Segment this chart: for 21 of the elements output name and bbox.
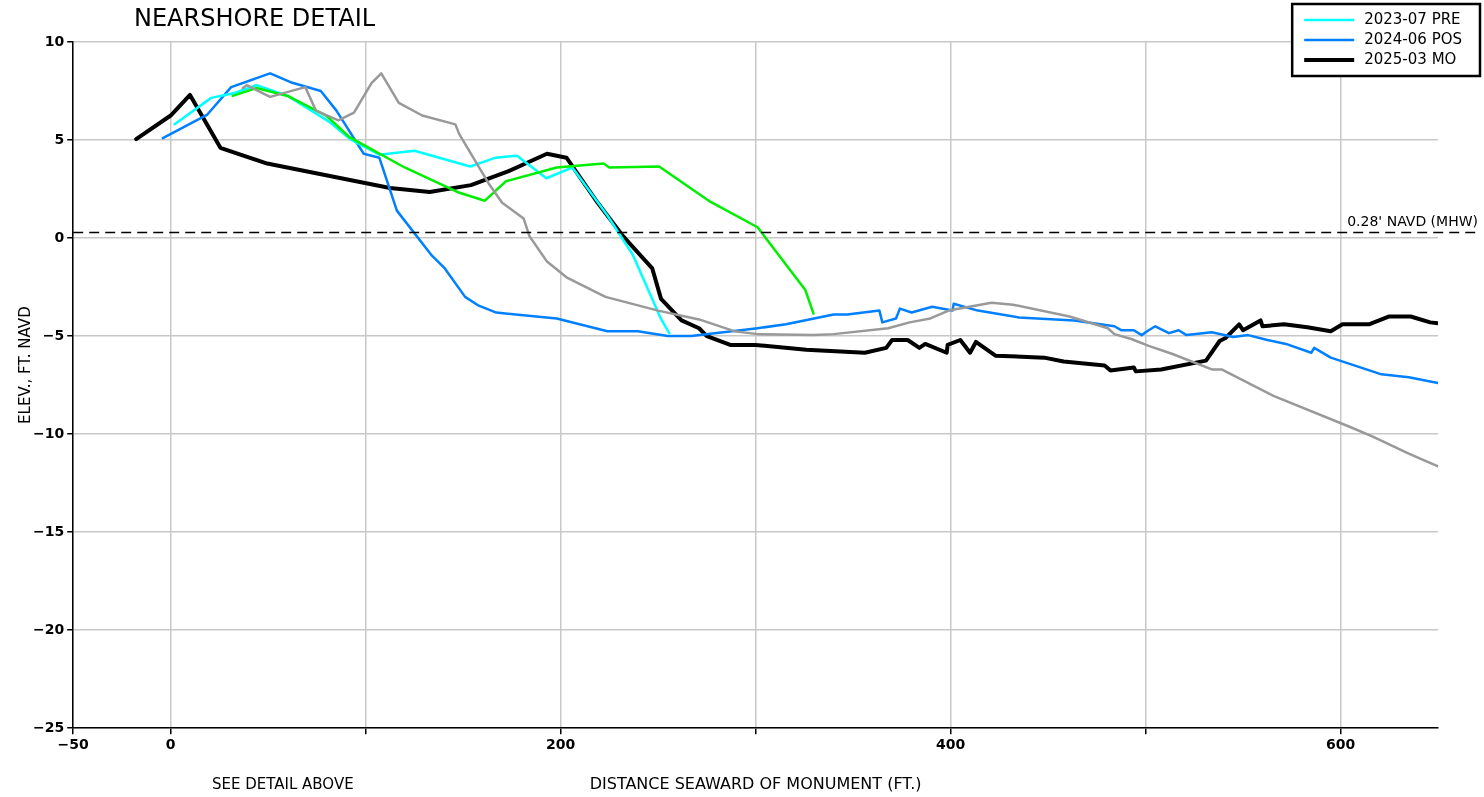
y-tick-label: 10 (44, 32, 65, 49)
y-tick-label: 0 (54, 228, 65, 245)
y-tick-label: −15 (32, 522, 65, 539)
x-tick-label: 0 (165, 736, 176, 753)
legend-label: 2023-07 PRE (1364, 9, 1461, 28)
ref-line-label: 0.28' NAVD (MHW) (1347, 213, 1478, 230)
y-axis-title: ELEV., FT. NAVD (15, 306, 34, 424)
y-tick-label: −10 (32, 424, 65, 441)
x-tick-label: 600 (1325, 736, 1356, 753)
x-tick-label: 400 (935, 736, 966, 753)
y-tick-label: −20 (32, 620, 65, 637)
x-tick-label: 200 (546, 736, 576, 753)
y-tick-label: −25 (32, 718, 65, 735)
legend-label: 2025-03 MO (1364, 49, 1457, 68)
legend-label: 2024-06 POS (1364, 29, 1463, 48)
text: SEE DETAIL ABOVE (212, 775, 354, 794)
x-axis-title: DISTANCE SEAWARD OF MONUMENT (FT.) (589, 774, 922, 794)
y-tick-label: −5 (42, 326, 65, 343)
chart-title: NEARSHORE DETAIL (134, 4, 376, 33)
x-tick-label: −50 (57, 736, 90, 753)
y-tick-label: 5 (54, 130, 65, 147)
